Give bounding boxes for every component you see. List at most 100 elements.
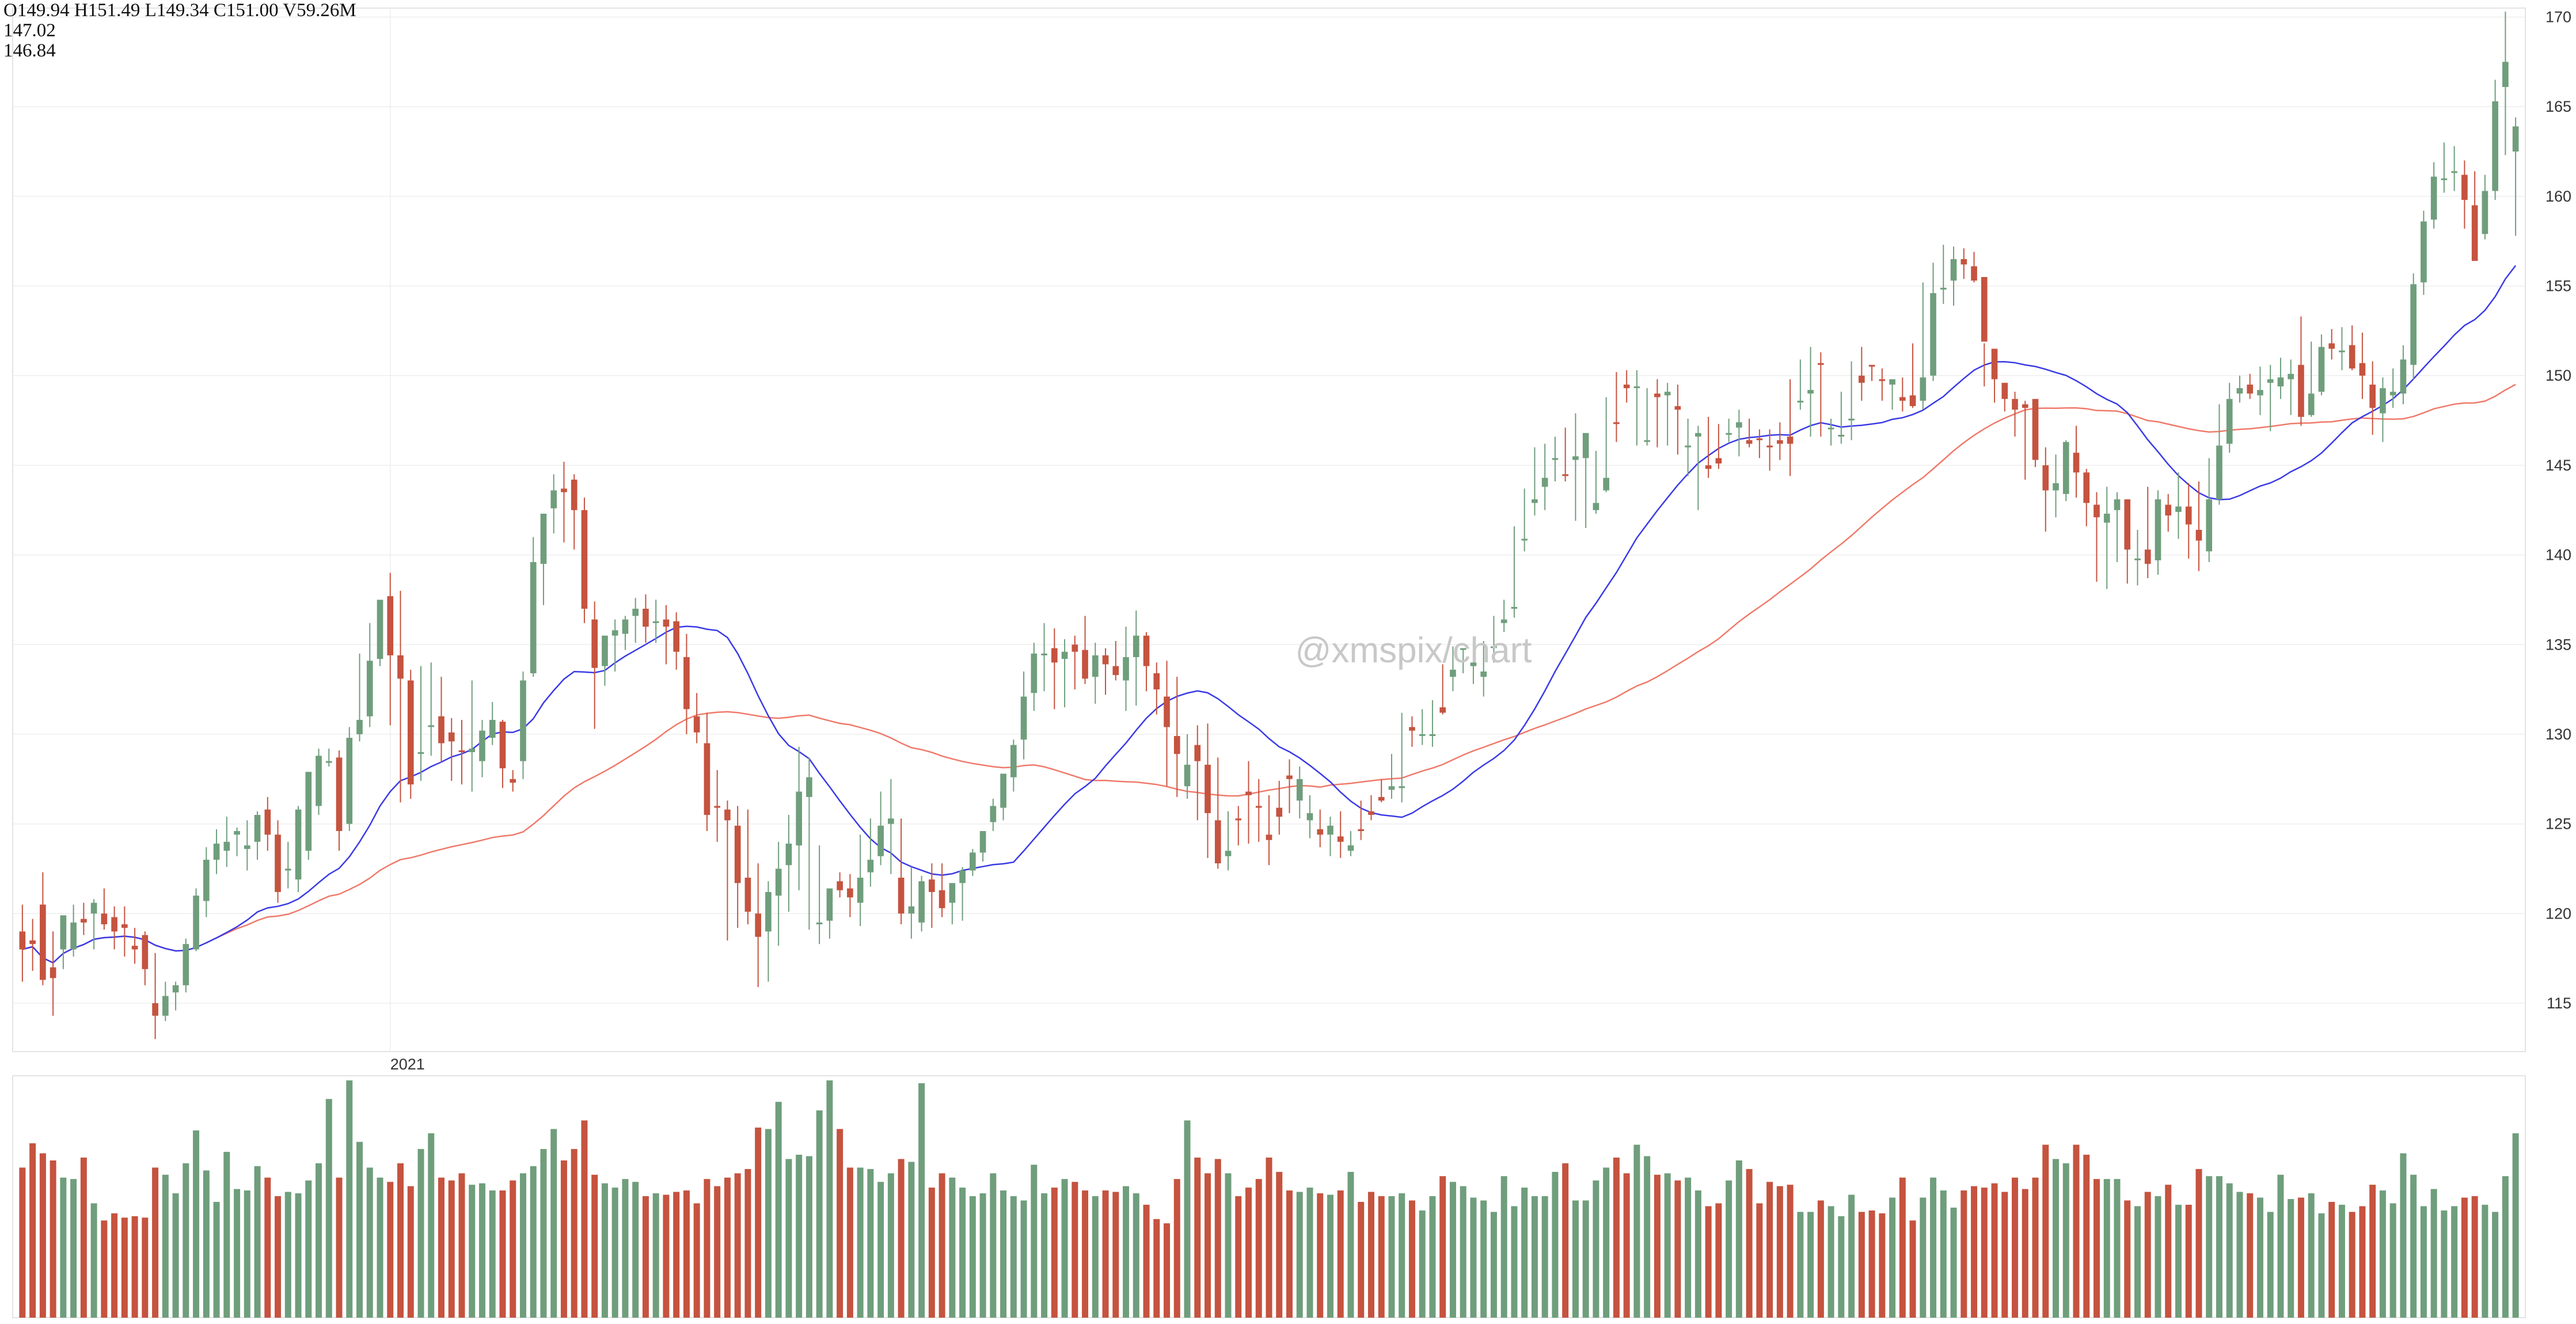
candle [2277, 358, 2284, 399]
gridlines [13, 8, 2525, 1052]
candle-body [2165, 504, 2172, 516]
candle [458, 720, 465, 785]
volume-bar [183, 1163, 189, 1318]
volume-bar [704, 1179, 711, 1318]
candle-body [203, 859, 210, 901]
volume-bar [1296, 1192, 1303, 1318]
volume-bar [1000, 1190, 1007, 1318]
candle [366, 623, 373, 727]
candle [1920, 282, 1927, 410]
candle-body [2185, 506, 2192, 525]
candle [1255, 779, 1262, 842]
candle-body [284, 868, 291, 871]
candle [1051, 628, 1058, 710]
candle [1971, 252, 1977, 283]
volume-bar [1184, 1120, 1191, 1318]
volume-bar [1317, 1193, 1324, 1318]
volume-bar [1470, 1197, 1477, 1318]
candle [908, 867, 915, 939]
volume-bar [898, 1159, 905, 1318]
volume-bar [611, 1188, 618, 1318]
candle-body [939, 890, 945, 908]
candle-body [70, 922, 77, 950]
volume-bar [2338, 1204, 2345, 1318]
volume-bar [928, 1188, 935, 1318]
candle-body [2277, 377, 2284, 386]
volume-bar [1746, 1169, 1753, 1318]
candle [2175, 472, 2182, 539]
candle [898, 818, 905, 924]
volume-bar [1787, 1185, 1794, 1318]
volume-bar [581, 1120, 588, 1318]
candle [417, 666, 424, 781]
candle [223, 817, 230, 867]
candle-body [979, 831, 986, 853]
candle-body [1010, 745, 1017, 777]
candle-body [469, 748, 476, 753]
candle [591, 601, 598, 729]
candle [540, 513, 547, 605]
volume-bar [1337, 1190, 1344, 1318]
candle [1991, 348, 1998, 403]
volume-bar [949, 1177, 956, 1318]
candle-body [826, 888, 833, 921]
volume-bar [1623, 1173, 1630, 1318]
candle [1511, 526, 1518, 618]
candle-body [550, 490, 557, 509]
candle-body [837, 881, 843, 890]
candle [979, 831, 986, 862]
volume-bar [203, 1170, 210, 1318]
candle [1337, 811, 1344, 858]
volume-bar [601, 1183, 608, 1318]
candle [581, 497, 588, 623]
candle [1031, 643, 1038, 711]
candle [2012, 392, 2018, 437]
candle-body [387, 596, 394, 655]
volume-bar [1225, 1173, 1232, 1318]
candle [2389, 368, 2396, 408]
candle [254, 811, 261, 860]
candle-body [734, 825, 741, 883]
candle [90, 899, 97, 950]
volume-bar [336, 1177, 343, 1318]
candle-body [1521, 538, 1528, 541]
candle-body [1082, 650, 1088, 679]
candle [1746, 418, 1753, 447]
candle [2359, 332, 2366, 399]
volume-bar [1378, 1196, 1385, 1318]
volume-bar [499, 1190, 506, 1318]
candle-body [959, 870, 966, 883]
volume-bar [346, 1080, 353, 1318]
volume-bar [724, 1177, 731, 1318]
candle [29, 919, 36, 971]
volume-bar [1367, 1192, 1374, 1318]
candle [755, 863, 761, 987]
volume-bar [1194, 1158, 1201, 1318]
volume-bar [325, 1099, 332, 1318]
candle [530, 537, 537, 677]
candle-body [2195, 530, 2202, 541]
y-tick-label: 125 [2545, 815, 2571, 833]
candle-body [2022, 404, 2028, 408]
volume-bar [1613, 1158, 1620, 1318]
volume-bar [1164, 1223, 1171, 1318]
candle-body [918, 881, 925, 923]
candle-body [1511, 606, 1518, 609]
volume-bar [1572, 1200, 1579, 1318]
candle-body [1337, 836, 1344, 842]
volume-bar [1266, 1158, 1272, 1318]
volume-bar [2094, 1179, 2100, 1318]
candle [2349, 325, 2355, 370]
volume-bar [1041, 1193, 1048, 1318]
candle-body [775, 868, 782, 896]
candle-body [101, 913, 108, 924]
candle [1674, 384, 1681, 455]
volume-bar [2185, 1204, 2192, 1318]
volume-bar [489, 1190, 496, 1318]
candle [602, 635, 608, 686]
candle-body [244, 845, 250, 849]
volume-bar [663, 1194, 670, 1318]
volume-bar [2247, 1193, 2254, 1318]
volume-bar [417, 1149, 424, 1318]
candle-body [643, 608, 649, 627]
